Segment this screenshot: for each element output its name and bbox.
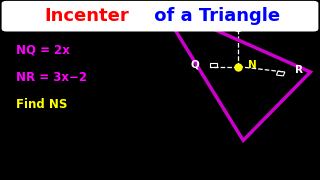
- Text: N: N: [248, 60, 257, 70]
- Text: Find NS: Find NS: [16, 98, 68, 111]
- Text: S: S: [235, 24, 242, 34]
- Text: NQ = 2x: NQ = 2x: [16, 44, 70, 57]
- Text: R: R: [295, 65, 303, 75]
- Text: of a Triangle: of a Triangle: [148, 7, 280, 25]
- Text: Q: Q: [191, 60, 200, 70]
- FancyBboxPatch shape: [2, 1, 318, 31]
- Text: Incenter: Incenter: [44, 7, 129, 25]
- Text: NR = 3x−2: NR = 3x−2: [16, 71, 87, 84]
